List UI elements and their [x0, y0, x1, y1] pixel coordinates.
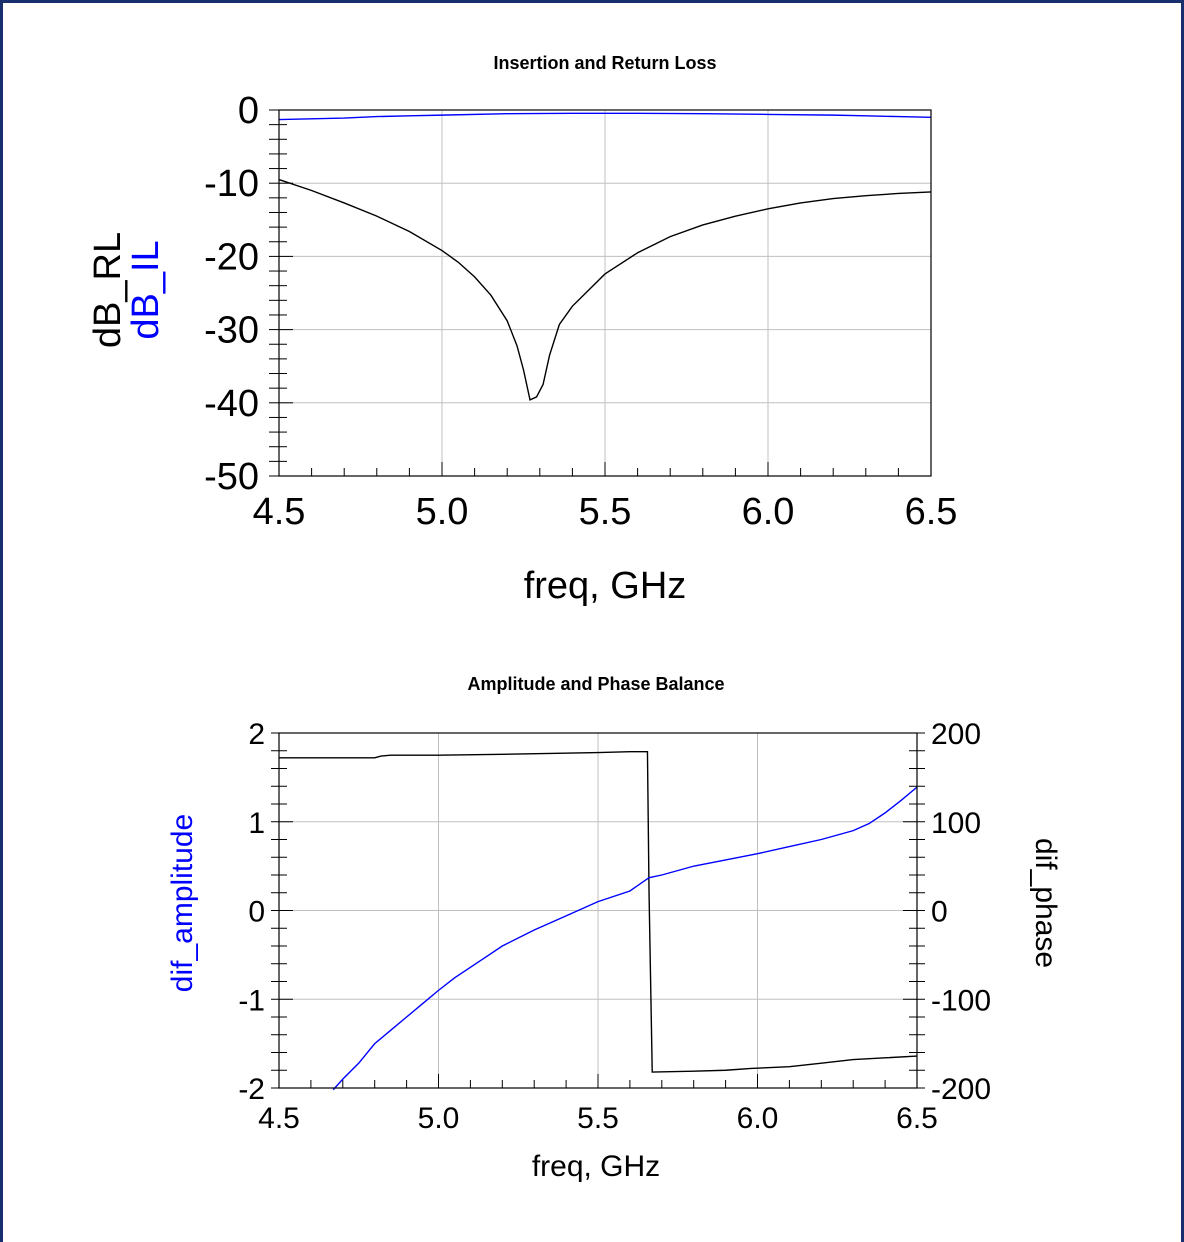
- chart1-x-tick-label: 4.5: [253, 491, 306, 533]
- chart1-gridlines: [279, 110, 931, 476]
- chart2-plot-area: [278, 732, 918, 1089]
- chart1-y-axis-label-rl: dB_RL: [87, 232, 129, 348]
- chart1-y-tick-labels: 0 -10 -20 -30 -40 -50: [204, 90, 259, 498]
- chart2-x-tick-label: 5.0: [418, 1102, 460, 1135]
- chart2-tick-marks: [271, 732, 925, 1089]
- chart2-left-y-tick-label: 1: [248, 807, 265, 840]
- chart1-y-tick-label: -40: [204, 383, 259, 425]
- chart2-right-y-tick-label: -100: [931, 984, 991, 1017]
- chart1-x-tick-label: 6.0: [742, 491, 795, 533]
- chart2-gridlines: [279, 733, 917, 1088]
- chart1-x-axis-label: freq, GHz: [524, 565, 687, 607]
- chart1-title: Insertion and Return Loss: [493, 53, 716, 73]
- chart-insertion-return-loss: Insertion and Return Loss 4.5 5.0 5.5 6.0 6.…: [87, 53, 957, 607]
- chart2-series-dif-phase: [279, 750, 918, 1073]
- chart2-right-y-tick-label: 100: [931, 807, 981, 840]
- chart1-plot-area: [278, 109, 932, 477]
- chart2-series-group: [279, 750, 918, 1091]
- chart2-right-y-tick-label: 200: [931, 718, 981, 751]
- chart1-y-tick-label: 0: [238, 90, 259, 132]
- chart1-series-dB-RL: [278, 178, 932, 401]
- chart2-left-y-tick-labels: 2 1 0 -1 -2: [238, 718, 265, 1106]
- chart2-left-y-tick-label: 2: [248, 718, 265, 751]
- chart1-x-tick-label: 5.0: [416, 491, 469, 533]
- chart1-series-group: [278, 112, 932, 401]
- chart2-title: Amplitude and Phase Balance: [467, 674, 724, 694]
- chart1-y-tick-label: -30: [204, 310, 259, 352]
- chart2-right-y-tick-labels: 200 100 0 -100 -200: [931, 718, 991, 1106]
- chart2-left-y-tick-label: -1: [238, 984, 265, 1017]
- chart1-x-tick-labels: 4.5 5.0 5.5 6.0 6.5: [253, 491, 958, 533]
- chart1-series-dB-IL: [278, 112, 932, 121]
- chart1-y-axis-label-il: dB_IL: [125, 240, 167, 339]
- chart1-x-tick-label: 6.5: [905, 491, 958, 533]
- chart-amplitude-phase-balance: Amplitude and Phase Balance 4.5 5.0 5.5 6.0…: [166, 674, 1062, 1183]
- chart1-tick-marks: [269, 109, 932, 477]
- chart2-x-tick-label: 6.5: [896, 1102, 938, 1135]
- chart2-right-y-tick-label: 0: [931, 896, 948, 929]
- chart2-x-tick-label: 4.5: [258, 1102, 300, 1135]
- chart2-x-tick-labels: 4.5 5.0 5.5 6.0 6.5: [258, 1102, 938, 1135]
- chart2-x-tick-label: 5.5: [577, 1102, 619, 1135]
- chart2-left-y-tick-label: -2: [238, 1073, 265, 1106]
- chart1-y-tick-label: -10: [204, 163, 259, 205]
- chart1-y-tick-label: -50: [204, 456, 259, 498]
- chart2-series-dif-amplitude: [332, 786, 918, 1091]
- chart1-y-tick-label: -20: [204, 236, 259, 278]
- chart2-x-tick-label: 6.0: [737, 1102, 779, 1135]
- chart2-left-y-tick-label: 0: [248, 896, 265, 929]
- chart1-x-tick-label: 5.5: [579, 491, 632, 533]
- chart2-left-y-axis-label: dif_amplitude: [166, 814, 199, 992]
- chart2-right-y-tick-label: -200: [931, 1073, 991, 1106]
- chart2-right-y-axis-label: dif_phase: [1029, 838, 1062, 968]
- chart2-x-axis-label: freq, GHz: [532, 1150, 660, 1183]
